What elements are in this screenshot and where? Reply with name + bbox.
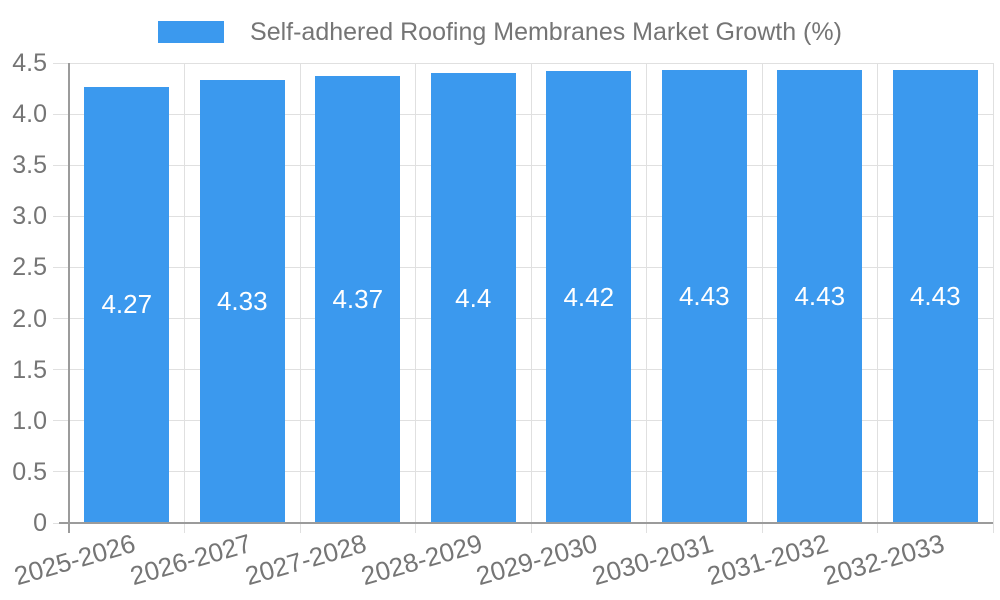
- x-gridline: [184, 63, 185, 523]
- y-tick-mark: [53, 215, 69, 217]
- x-gridline: [299, 63, 301, 523]
- bar[interactable]: 4.43: [892, 70, 978, 523]
- bar-value-label: 4.43: [794, 281, 846, 312]
- bar-value-label: 4.27: [101, 289, 153, 320]
- y-tick-mark: [53, 318, 69, 320]
- x-tick-mark: [761, 523, 763, 533]
- y-axis-tick-label: 0.5: [12, 457, 47, 486]
- bar-value-label: 4.43: [909, 281, 961, 312]
- bar[interactable]: 4.33: [199, 80, 285, 523]
- bar-value-label: 4.37: [332, 284, 384, 315]
- y-tick-mark: [53, 471, 69, 473]
- bar-value-label: 4.4: [455, 282, 492, 313]
- y-axis-tick-label: 3.0: [12, 202, 47, 231]
- x-axis-tick-label: 2027-2028: [242, 528, 371, 592]
- y-axis-tick-label: 2.0: [12, 304, 47, 333]
- y-axis-tick-label: 2.5: [12, 253, 47, 282]
- x-axis-tick-label: 2031-2032: [704, 528, 833, 592]
- x-gridline: [992, 63, 994, 523]
- y-axis-tick-label: 0: [33, 509, 47, 537]
- x-gridline: [761, 63, 763, 523]
- x-gridline: [646, 63, 647, 523]
- y-tick-mark: [53, 369, 69, 371]
- y-tick-mark: [53, 420, 69, 422]
- x-axis-tick-label: 2030-2031: [588, 528, 717, 592]
- x-axis-tick-label: 2032-2033: [819, 528, 948, 592]
- legend-label: Self-adhered Roofing Membranes Market Gr…: [250, 17, 842, 46]
- bar[interactable]: 4.27: [84, 86, 170, 523]
- x-gridline: [415, 63, 416, 523]
- x-tick-mark: [646, 523, 647, 533]
- x-tick-mark: [877, 523, 878, 533]
- x-gridline: [877, 63, 878, 523]
- bar-value-label: 4.33: [216, 286, 268, 317]
- x-axis-tick-label: 2028-2029: [357, 528, 486, 592]
- x-axis-tick-label: 2026-2027: [126, 528, 255, 592]
- bar[interactable]: 4.43: [777, 70, 863, 523]
- bar[interactable]: 4.42: [546, 71, 632, 523]
- bar[interactable]: 4.4: [430, 73, 516, 523]
- legend-swatch: [158, 21, 225, 43]
- x-axis-line: [59, 522, 993, 524]
- bar[interactable]: 4.43: [661, 70, 747, 523]
- y-axis-tick-label: 4.0: [12, 100, 47, 129]
- y-tick-mark: [53, 113, 69, 115]
- x-tick-mark: [184, 523, 185, 533]
- x-gridline: [530, 63, 532, 523]
- bar[interactable]: 4.37: [315, 76, 401, 523]
- y-tick-mark: [53, 164, 69, 166]
- x-axis-tick-label: 2029-2030: [473, 528, 602, 592]
- x-axis-tick-label: 2025-2026: [11, 528, 140, 592]
- y-axis-line: [68, 63, 70, 533]
- y-tick-mark: [53, 62, 69, 64]
- y-axis-tick-label: 3.5: [12, 151, 47, 180]
- y-tick-mark: [53, 266, 69, 268]
- x-tick-mark: [299, 523, 301, 533]
- x-tick-mark: [992, 523, 994, 533]
- chart-legend[interactable]: Self-adhered Roofing Membranes Market Gr…: [0, 14, 1000, 50]
- y-axis-tick-label: 4.5: [12, 49, 47, 77]
- y-axis-tick-label: 1.5: [12, 355, 47, 384]
- x-tick-mark: [415, 523, 416, 533]
- bar-value-label: 4.42: [563, 281, 615, 312]
- bar-value-label: 4.43: [678, 281, 730, 312]
- x-tick-mark: [530, 523, 532, 533]
- y-axis-tick-label: 1.0: [12, 406, 47, 435]
